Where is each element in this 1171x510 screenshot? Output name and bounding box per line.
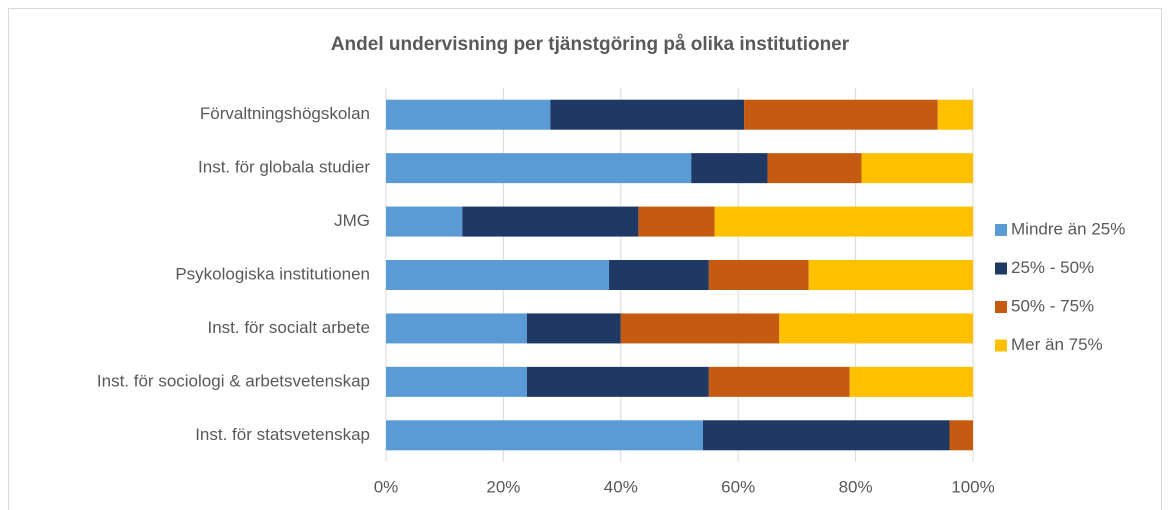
bar-segment — [550, 99, 745, 130]
x-tick-label: 60% — [721, 477, 755, 496]
y-tick-label: Inst. för socialt arbete — [207, 318, 370, 337]
bar-segment — [386, 153, 692, 184]
bar-segment — [526, 366, 709, 397]
y-tick-label: Inst. för globala studier — [198, 158, 370, 177]
x-tick-label: 0% — [374, 477, 399, 496]
y-tick-label: Inst. för sociologi & arbetsvetenskap — [97, 371, 370, 390]
bar-segment — [949, 420, 973, 451]
bar-segment — [849, 366, 973, 397]
legend-swatch — [995, 262, 1007, 275]
y-tick-label: Inst. för statsvetenskap — [195, 425, 370, 444]
legend-label: 25% - 50% — [1011, 258, 1094, 277]
bar-segment — [708, 366, 850, 397]
y-tick-label: Psykologiska institutionen — [175, 264, 370, 283]
bar-segment — [808, 260, 973, 290]
x-tick-label: 100% — [951, 477, 994, 496]
bar-segment — [937, 99, 973, 130]
bar-segment — [609, 260, 709, 290]
bar-segment — [708, 260, 809, 290]
bar-segment — [744, 99, 938, 130]
bar-segment — [714, 206, 973, 237]
bar-segment — [386, 260, 610, 290]
x-tick-label: 40% — [604, 477, 638, 496]
bar-segment — [386, 420, 703, 451]
y-tick-label: Förvaltningshögskolan — [200, 104, 370, 123]
legend-swatch — [995, 301, 1007, 313]
bar-segment — [386, 206, 463, 237]
x-tick-label: 20% — [486, 477, 520, 496]
bar-segment — [691, 153, 768, 184]
bar-segment — [386, 313, 527, 344]
bar-segment — [386, 99, 551, 130]
legend-swatch — [995, 339, 1007, 352]
legend-label: 50% - 75% — [1011, 296, 1094, 315]
chart-title: Andel undervisning per tjänstgöring på o… — [331, 34, 850, 55]
legend-label: Mer än 75% — [1011, 335, 1103, 354]
bar-segment — [526, 313, 621, 344]
bar-segment — [702, 420, 950, 451]
bar-segment — [386, 366, 527, 397]
x-tick-label: 80% — [839, 477, 873, 496]
bar-segment — [861, 153, 973, 184]
bar-segment — [620, 313, 780, 344]
bar-segment — [767, 153, 862, 184]
legend-label: Mindre än 25% — [1011, 219, 1125, 238]
bar-segment — [779, 313, 973, 344]
legend-swatch — [995, 224, 1007, 236]
y-tick-label: JMG — [334, 211, 370, 230]
bar-segment — [462, 206, 639, 237]
bar-segment — [638, 206, 715, 237]
